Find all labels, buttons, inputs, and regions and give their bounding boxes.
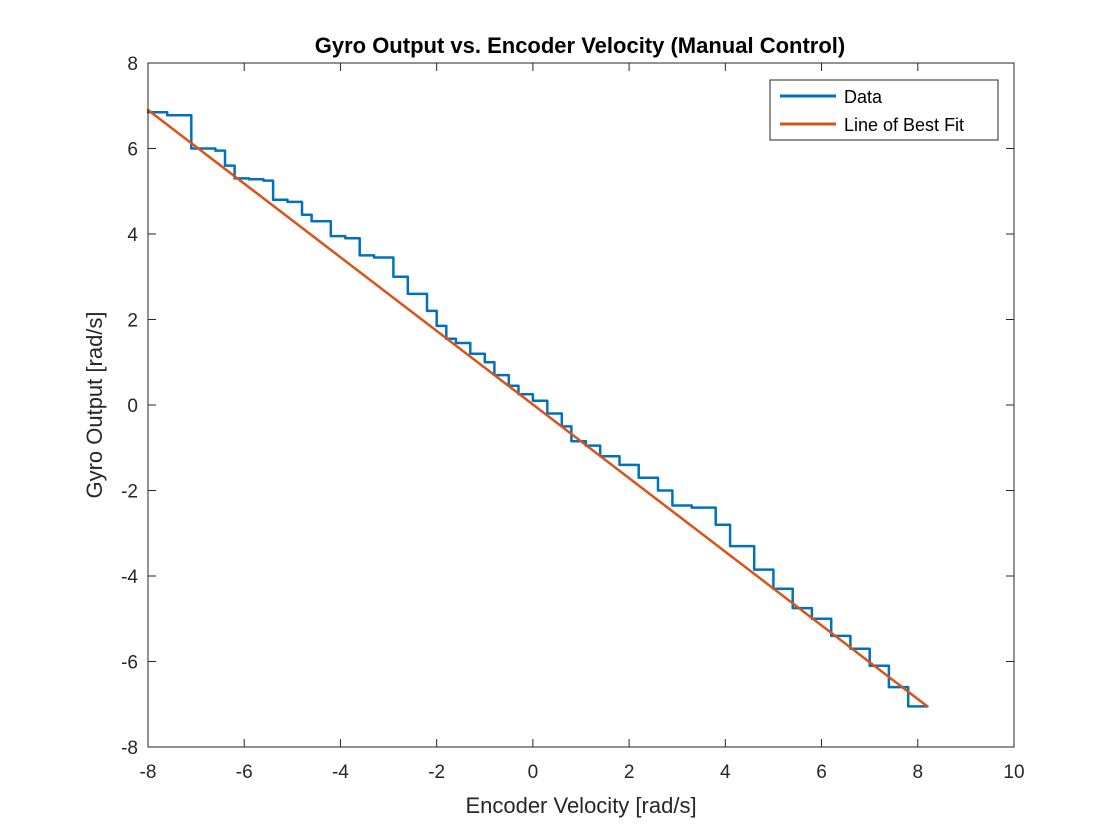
y-tick-label: 8 (127, 54, 138, 75)
x-tick-label: 2 (624, 762, 635, 783)
x-tick-label: 6 (816, 762, 827, 783)
y-tick-label: -6 (121, 653, 138, 674)
chart-title: Gyro Output vs. Encoder Velocity (Manual… (315, 33, 846, 58)
x-axis-label: Encoder Velocity [rad/s] (465, 793, 696, 818)
legend-box (769, 79, 999, 141)
ticks-layer: -8 -6 -4 -2 0 2 4 6 8 10 8 6 4 2 0 -2 -4 -6 -8 (121, 54, 1024, 783)
legend-label-data: Data (844, 87, 883, 107)
x-tick-label: -8 (140, 762, 157, 783)
legend: Data Line of Best Fit (769, 79, 999, 141)
x-tick-label: -6 (236, 762, 253, 783)
x-tick-label: 8 (912, 762, 923, 783)
x-tick-label: 0 (528, 762, 539, 783)
y-tick-label: 2 (127, 311, 138, 332)
y-tick-label: 4 (127, 225, 138, 246)
series-layer (146, 108, 929, 708)
plot-area (148, 63, 1014, 747)
x-tick-label: -2 (428, 762, 445, 783)
x-tick-label: 10 (1003, 762, 1024, 783)
y-tick-label: -2 (121, 482, 138, 503)
x-tick-label: -4 (332, 762, 349, 783)
series-line-data (146, 110, 929, 708)
x-tick-label: 4 (720, 762, 731, 783)
y-tick-label: -4 (121, 567, 138, 588)
y-tick-label: 0 (127, 396, 138, 417)
legend-label-fit: Line of Best Fit (844, 115, 964, 135)
y-tick-label: -8 (121, 738, 138, 759)
y-axis-label: Gyro Output [rad/s] (82, 311, 107, 498)
series-line-best-fit (146, 108, 929, 708)
y-tick-label: 6 (127, 140, 138, 161)
